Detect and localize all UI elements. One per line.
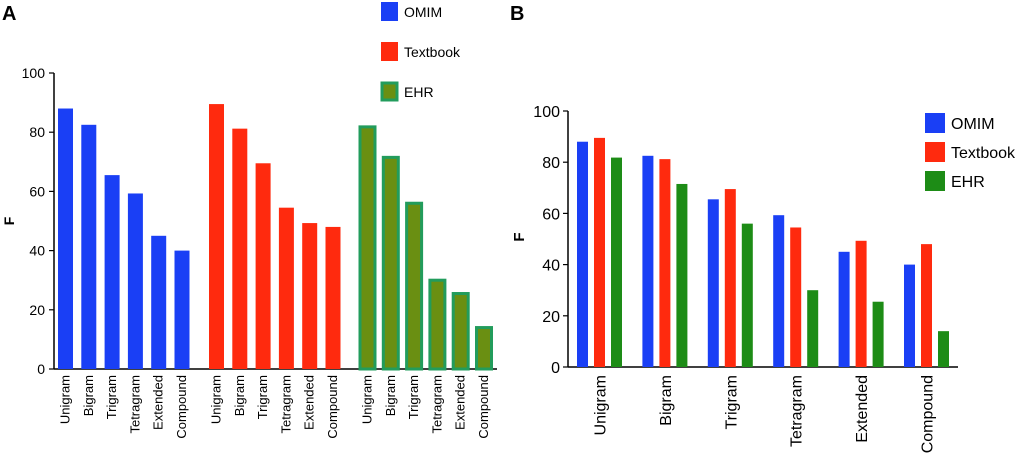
- chart-a-bar-textbook-extended: [302, 223, 318, 369]
- chart-b-x-tick-label: Tetragram: [789, 375, 806, 447]
- chart-b-y-tick-label: 60: [542, 206, 560, 223]
- chart-b-x-tick-label: Compound: [920, 375, 937, 453]
- chart-a-x-tick-label: Compound: [174, 375, 189, 439]
- chart-b-bar-ehr-tetragram: [807, 290, 819, 367]
- chart-b-legend-swatch-ehr: [925, 171, 945, 191]
- chart-a-y-tick-label: 40: [29, 243, 45, 259]
- chart-a-bar-textbook-bigram: [232, 128, 248, 369]
- chart-b-bar-ehr-unigram: [611, 157, 622, 367]
- chart-a-bar-ehr-unigram: [358, 125, 377, 371]
- chart-b-bar-omim-tetragram: [773, 215, 785, 367]
- chart-a-bar-textbook-tetragram: [278, 207, 294, 369]
- chart-b-bar-textbook-trigram: [724, 189, 736, 367]
- chart-a-x-tick-label: Extended: [302, 375, 317, 430]
- chart-a-x-tick-label: Tetragram: [278, 375, 293, 434]
- chart-a-bar-ehr-bigram: [381, 155, 400, 371]
- chart-a-y-tick-label: 80: [29, 124, 45, 140]
- chart-a-x-tick-label: Unigram: [209, 375, 224, 424]
- chart-b-y-tick-label: 0: [551, 360, 560, 377]
- chart-a-bar-ehr-tetragram: [428, 278, 447, 371]
- chart-b-bar-textbook-extended: [855, 240, 867, 367]
- chart-b-bar-ehr-trigram: [741, 223, 753, 367]
- chart-a-bar-omim-compound: [174, 250, 190, 369]
- chart-b-y-tick-label: 20: [542, 309, 560, 326]
- chart-a-bar-ehr-extended: [451, 292, 470, 371]
- chart-a-legend-label-ehr: EHR: [404, 84, 434, 100]
- chart-b-y-tick-label: 80: [542, 155, 560, 172]
- chart-a-y-axis-label: F: [1, 216, 17, 225]
- chart-a-bar-omim-unigram: [58, 108, 73, 370]
- chart-a-x-tick-label: Bigram: [81, 375, 96, 416]
- chart-a-legend-label-textbook: Textbook: [404, 44, 461, 60]
- chart-b-bar-textbook-tetragram: [790, 227, 802, 367]
- chart-b-bar-omim-extended: [838, 251, 850, 367]
- chart-a-x-tick-label: Extended: [151, 375, 166, 430]
- chart-a-bar-textbook-trigram: [255, 163, 271, 369]
- chart-a-y-tick-label: 60: [29, 183, 45, 199]
- chart-a-bar-ehr-compound: [475, 326, 493, 371]
- chart-a-bar-omim-trigram: [104, 175, 120, 369]
- chart-a-legend-label-omim: OMIM: [404, 4, 442, 20]
- chart-a-x-tick-label: Bigram: [232, 375, 247, 416]
- chart-b-bar-omim-bigram: [642, 155, 654, 367]
- chart-b-y-tick-label: 40: [542, 258, 560, 275]
- chart-b-bar-ehr-bigram: [676, 183, 688, 367]
- chart-a-x-tick-label: Compound: [476, 375, 491, 439]
- chart-a-x-tick-label: Trigram: [104, 375, 119, 419]
- chart-b-bar-ehr-extended: [872, 301, 884, 367]
- chart-a-y-tick-label: 100: [22, 65, 46, 81]
- chart-b-bar-omim-compound: [904, 264, 915, 367]
- chart-a-legend-swatch-ehr: [380, 81, 399, 102]
- chart-a-x-tick-label: Unigram: [360, 375, 375, 424]
- chart-a-x-tick-label: Compound: [325, 375, 340, 439]
- chart-b-legend-swatch-textbook: [925, 142, 945, 162]
- chart-a-x-tick-label: Extended: [453, 375, 468, 430]
- chart-b-legend-label-omim: OMIM: [951, 116, 995, 133]
- chart-b-x-tick-label: Extended: [854, 375, 871, 443]
- chart-b-x-tick-label: Unigram: [593, 375, 610, 435]
- chart-a-bar-textbook-unigram: [209, 104, 224, 369]
- chart-b-bar-omim-unigram: [577, 141, 588, 367]
- chart-a-x-tick-label: Trigram: [406, 375, 421, 419]
- chart-b-bar-ehr-compound: [938, 331, 949, 367]
- chart-b-bar-textbook-compound: [921, 244, 932, 367]
- chart-b-bar-textbook-bigram: [659, 159, 671, 367]
- chart-a-legend-swatch-omim: [381, 2, 398, 21]
- chart-a-bar-omim-extended: [151, 235, 167, 369]
- chart-b: 0 20 40 60 80 100 F Unigram Bigram Trigram Tetragr…: [511, 104, 1016, 453]
- chart-a-x-tick-label: Bigram: [383, 375, 398, 416]
- chart-a: 0 20 40 60 80 100 F Unigram Bigram Trigram Tetragr…: [1, 2, 497, 439]
- chart-a-x-tick-label: Tetragram: [429, 375, 444, 434]
- chart-b-x-tick-label: Trigram: [723, 375, 740, 430]
- chart-a-bar-textbook-compound: [325, 226, 341, 369]
- chart-a-y-tick-label: 20: [29, 302, 45, 318]
- chart-b-legend-label-textbook: Textbook: [951, 145, 1016, 162]
- chart-b-x-tick-label: Bigram: [658, 375, 675, 426]
- chart-b-y-tick-label: 100: [533, 104, 560, 121]
- panel-b-label: B: [510, 3, 524, 25]
- chart-a-legend-swatch-textbook: [381, 42, 398, 61]
- chart-a-bar-omim-bigram: [81, 124, 97, 369]
- chart-a-x-tick-label: Trigram: [255, 375, 270, 419]
- chart-a-bar-ehr-trigram: [405, 201, 424, 371]
- chart-a-x-tick-label: Unigram: [58, 375, 73, 424]
- chart-b-legend-swatch-omim: [925, 113, 945, 133]
- chart-a-y-tick-label: 0: [37, 361, 45, 377]
- chart-b-bar-omim-trigram: [707, 199, 719, 367]
- chart-b-bar-textbook-unigram: [594, 137, 605, 367]
- chart-b-y-axis-label: F: [511, 232, 528, 241]
- chart-b-legend-label-ehr: EHR: [951, 174, 985, 191]
- chart-a-x-tick-label: Tetragram: [127, 375, 142, 434]
- panel-a-label: A: [2, 3, 16, 25]
- chart-a-bar-omim-tetragram: [127, 193, 143, 369]
